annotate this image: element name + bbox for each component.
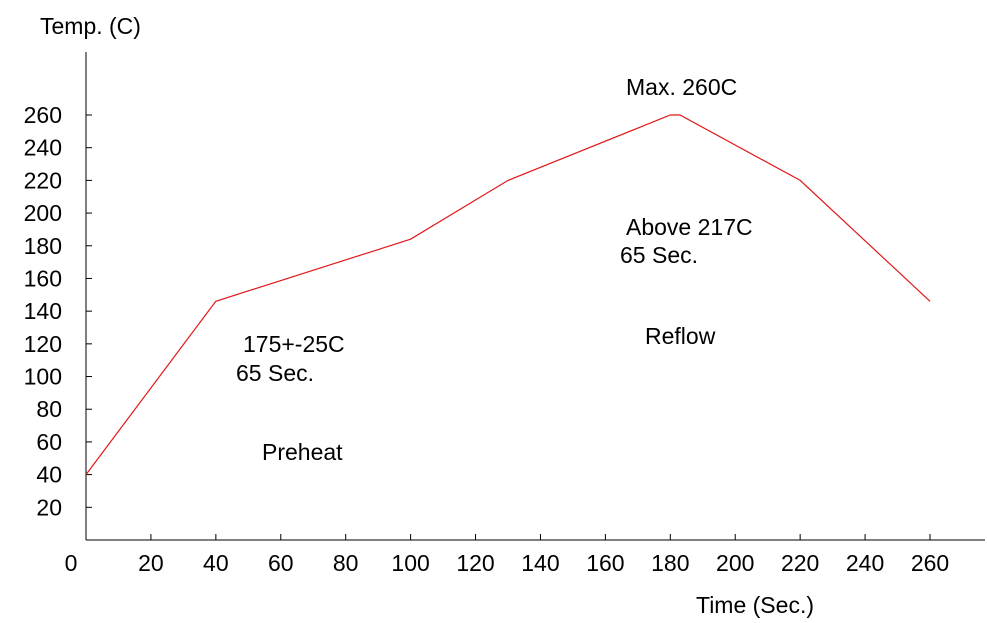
- y-tick-label: 40: [36, 462, 62, 488]
- annotation-preheat: Preheat: [262, 439, 343, 465]
- x-ticks: 0 20 40 60 80 100 120 140 160 180 200 220 240 260: [65, 534, 949, 576]
- annotation-preheat-temp: 175+-25C: [243, 331, 345, 357]
- y-tick-label: 60: [36, 429, 62, 455]
- x-tick-label: 240: [846, 550, 884, 576]
- x-tick-label: 120: [456, 550, 494, 576]
- annotation-preheat-duration: 65 Sec.: [236, 360, 314, 386]
- x-tick-label: 160: [586, 550, 624, 576]
- y-axis-title: Temp. (C): [40, 13, 141, 39]
- y-tick-label: 240: [24, 135, 62, 161]
- x-tick-label: 40: [203, 550, 229, 576]
- y-tick-label: 120: [24, 331, 62, 357]
- x-tick-label: 60: [268, 550, 294, 576]
- x-tick-label: 0: [65, 550, 78, 576]
- y-tick-label: 20: [36, 494, 62, 520]
- y-tick-label: 160: [24, 265, 62, 291]
- annotation-reflow-duration: 65 Sec.: [620, 242, 698, 268]
- x-tick-label: 20: [138, 550, 164, 576]
- x-tick-label: 80: [333, 550, 359, 576]
- annotation-reflow: Reflow: [645, 323, 716, 349]
- annotation-above-217: Above 217C: [626, 214, 753, 240]
- y-tick-label: 260: [24, 102, 62, 128]
- y-tick-label: 80: [36, 396, 62, 422]
- axes: [85, 52, 985, 541]
- series-layer: [85, 114, 931, 475]
- y-tick-label: 200: [24, 200, 62, 226]
- x-tick-label: 180: [651, 550, 689, 576]
- y-tick-label: 220: [24, 167, 62, 193]
- x-axis-title: Time (Sec.): [696, 592, 814, 618]
- x-tick-label: 200: [716, 550, 754, 576]
- annotation-max-temp: Max. 260C: [626, 74, 737, 100]
- x-tick-label: 260: [911, 550, 949, 576]
- temperature-profile-line: [85, 114, 931, 475]
- y-tick-label: 140: [24, 298, 62, 324]
- x-tick-label: 100: [391, 550, 429, 576]
- y-tick-label: 100: [24, 364, 62, 390]
- y-ticks: 20 40 60 80 100 120 140 160 180 200 220 240 260: [24, 102, 92, 520]
- x-tick-label: 140: [521, 550, 559, 576]
- x-tick-label: 220: [781, 550, 819, 576]
- y-tick-label: 180: [24, 233, 62, 259]
